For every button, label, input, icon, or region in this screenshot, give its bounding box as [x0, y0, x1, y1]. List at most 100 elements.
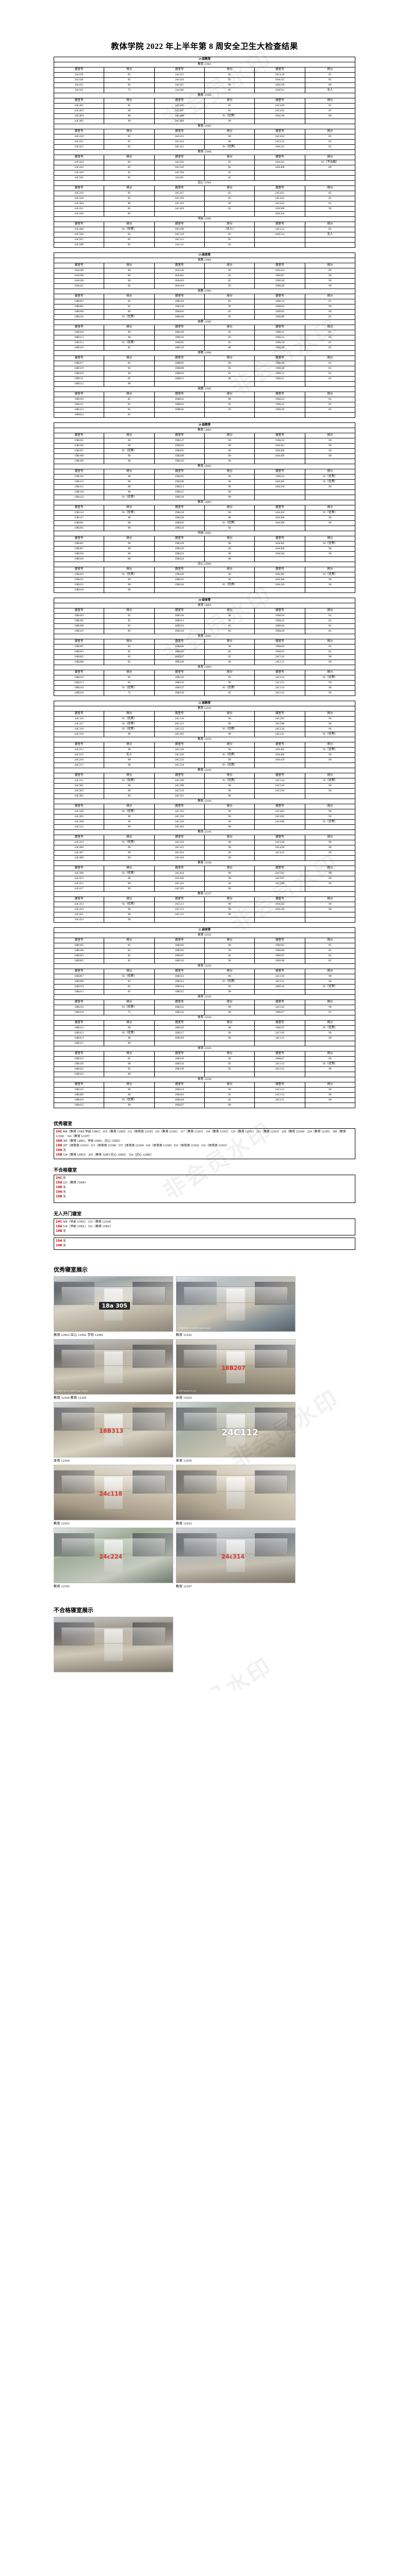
column-header: 寝室号 [154, 1020, 205, 1026]
class-heading: 教育 12104 [54, 799, 355, 804]
table-row: 18B335 90 18B414 90 24C113 90 [53, 1087, 356, 1093]
score-cell: 90 [304, 520, 356, 526]
table-row: 24C404 80 24C408 95（优秀） 18A318 80 [53, 113, 356, 119]
room-number-cell: 19B208 [154, 453, 205, 459]
table-row: 18B317 85 18B605 80 19B108 85 [53, 361, 356, 366]
building-code: 18A [56, 1225, 62, 1228]
photo-caption: 教育 12105 [54, 1584, 70, 1588]
room-number-cell: 18B320 [154, 644, 205, 650]
bunk-bed-shape-right [254, 1345, 295, 1368]
room-number-cell: 18B207 [53, 974, 105, 979]
table-row: 24C215 无人 24C220 95（优秀） 18A306 90 [53, 752, 356, 758]
room-number-cell: 24C403 [53, 108, 105, 114]
dorm-photo [54, 1616, 173, 1672]
score-cell: 90 [104, 515, 155, 521]
bunk-bed-shape [54, 1408, 95, 1431]
column-header: 得分 [104, 711, 155, 717]
room-number-cell: 19B211 [53, 577, 105, 583]
room-number-cell: 18B105 [53, 618, 105, 624]
score-cell: 85 [204, 108, 255, 114]
room-number-cell: 19B323 [154, 526, 205, 531]
score-cell [204, 381, 255, 387]
score-cell: 85 [104, 191, 155, 196]
room-number-cell: 18B322 [53, 1066, 105, 1072]
score-cell: 85 [104, 623, 155, 629]
bunk-bed-shape-right [132, 1622, 173, 1646]
room-number-cell: 18B208 [53, 979, 105, 985]
score-cell: 95（优秀） [104, 974, 155, 979]
score-cell: 65（不合格） [304, 160, 356, 165]
room-number-cell: 18B335 [154, 680, 205, 686]
column-header: 得分 [304, 392, 356, 397]
column-header: 寝室号 [154, 222, 205, 227]
column-header: 寝室号 [53, 355, 105, 361]
room-number-cell: 19B324 [254, 474, 305, 480]
table-row: 18A208 80 18A403 85 19B307 90 [53, 273, 356, 279]
score-cell: 85 [304, 134, 356, 140]
score-cell: 90 [304, 881, 356, 887]
score-cell: 90 [204, 644, 255, 650]
summary-line: 19A 无 [56, 1239, 353, 1244]
room-number-cell: 18B216 [53, 1005, 105, 1010]
table-row: 19B105 90 19B127 90 19B416 90 [53, 438, 356, 444]
room-number-cell: 19B320 [154, 546, 205, 552]
room-number-cell: 24C312 [53, 824, 105, 830]
score-cell: 95（优秀） [204, 752, 255, 758]
score-cell: 90 [204, 474, 255, 480]
score-cell: 95（优秀） [304, 732, 356, 737]
score-cell: 90 [304, 974, 356, 979]
column-header: 得分 [204, 263, 255, 268]
room-number-cell: 24C513 [254, 139, 305, 145]
room-number-cell: 24c323 [154, 72, 205, 78]
bunk-bed-shape [54, 1282, 95, 1305]
room-number-cell: 18B312 [154, 974, 205, 979]
room-number-cell: 18A418 [154, 283, 205, 289]
column-header: 寝室号 [53, 67, 105, 73]
room-number-cell: 24C502 [154, 160, 205, 165]
score-cell: 85 [104, 943, 155, 948]
column-header: 寝室号 [53, 222, 105, 227]
column-header: 得分 [304, 896, 356, 902]
score-cell: 90 [204, 948, 255, 954]
summary-line-text: 305（教育 12003，学前 12001，应心 12002） [62, 1139, 122, 1143]
score-cell: 85 [204, 237, 255, 243]
class-heading: 体教 11902 [54, 289, 355, 294]
column-header: 得分 [304, 999, 356, 1005]
grade-table: 20 级教育 教育 12001 寝室号 得分 寝室号 得分 寝室号 得分 19B105 90 19B… [53, 422, 356, 593]
score-cell: 85 [104, 196, 155, 201]
photo-gallery: 优秀寝室展示 18a 305 教育 12003 应心 12002 学前 12001… [54, 1265, 355, 1674]
score-cell: 85 [104, 304, 155, 310]
room-number-cell: 19B108 [254, 361, 305, 366]
room-number-cell: 24C318 [154, 814, 205, 820]
room-number-cell: 24C412 [53, 144, 105, 150]
room-number-cell: 24C112 [254, 675, 305, 681]
score-cell: 80 [304, 82, 356, 88]
column-header: 得分 [304, 1082, 356, 1088]
column-header: 得分 [304, 325, 356, 330]
score-cell: 90 [204, 845, 255, 851]
score-cell: 90 [104, 845, 155, 851]
table-row: 18B105 85 18B303 90 19B105 85 [53, 943, 356, 948]
score-cell: 95（优秀） [104, 340, 155, 346]
room-number-cell: 18B318 [154, 1036, 205, 1041]
score-cell: 75 [104, 88, 155, 93]
room-number-cell: 18B337 [254, 1025, 305, 1031]
column-header: 得分 [104, 392, 155, 397]
score-cell [304, 459, 356, 464]
score-cell: 90 [304, 1030, 356, 1036]
score-cell: 85 [204, 335, 255, 341]
score-cell: 90 [104, 824, 155, 830]
score-cell: 95（优秀） [304, 510, 356, 516]
table-row: 24C217 90 24C224 95（优秀） [53, 762, 356, 768]
column-header: 寝室号 [53, 129, 105, 134]
room-number-cell: 18B329 [154, 659, 205, 665]
table-row: 18B320 90 18B333 85 24C112 95（优秀） [53, 1061, 356, 1067]
room-number-cell [254, 1072, 305, 1077]
table-row: 24C423 90 [53, 917, 356, 923]
table-row: 19B110 90 19B205 90 19B324 95（优秀） [53, 474, 356, 480]
class-heading: 体教 11905 [54, 386, 355, 392]
column-header: 得分 [204, 711, 255, 717]
summary-line: 18A 223（教育 11904） [56, 1181, 353, 1185]
table-row: 18B111 85 18B643 85 19B225 85 [53, 402, 356, 408]
room-number-cell: 24C420 [254, 103, 305, 109]
